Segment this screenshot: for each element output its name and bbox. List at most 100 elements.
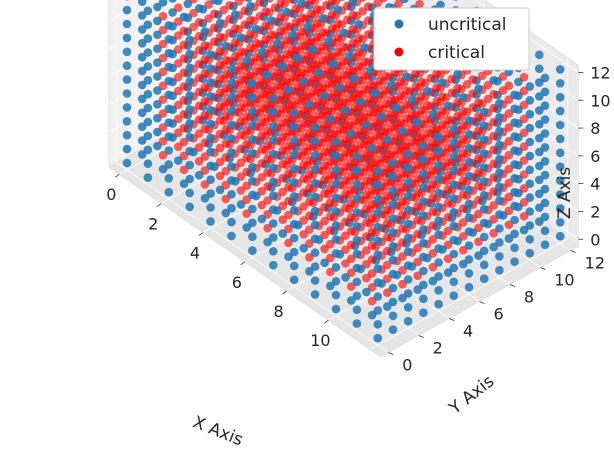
point-uncritical: [464, 282, 474, 292]
z-tick-label: 12: [590, 63, 610, 82]
point-uncritical: [413, 285, 423, 294]
point-critical: [489, 159, 499, 168]
point-critical: [326, 198, 335, 207]
point-critical: [210, 37, 219, 46]
point-critical: [324, 50, 333, 60]
point-uncritical: [320, 91, 329, 101]
point-uncritical: [464, 185, 474, 195]
point-critical: [320, 133, 329, 142]
point-critical: [299, 202, 309, 211]
point-uncritical: [251, 24, 261, 34]
point-critical: [329, 87, 339, 97]
point-critical: [263, 168, 272, 177]
point-uncritical: [419, 238, 428, 248]
point-critical: [322, 0, 331, 10]
point-uncritical: [464, 227, 474, 236]
gridline: [328, 209, 527, 321]
point-uncritical: [137, 80, 147, 90]
point-critical: [413, 201, 423, 211]
point-critical: [375, 76, 385, 85]
point-critical: [329, 101, 339, 111]
point-uncritical: [310, 137, 320, 146]
point-uncritical: [419, 155, 428, 165]
point-critical: [443, 115, 453, 124]
point-critical: [299, 174, 309, 183]
point-uncritical: [248, 107, 257, 116]
point-critical: [257, 159, 267, 168]
point-critical: [443, 129, 453, 138]
point-critical: [326, 142, 335, 152]
point-uncritical: [510, 132, 519, 141]
point-uncritical: [540, 87, 550, 97]
point-critical: [284, 155, 293, 164]
point-uncritical: [289, 275, 299, 285]
point-critical: [468, 103, 478, 112]
point-uncritical: [555, 106, 565, 116]
point-critical: [346, 254, 356, 264]
point-critical: [194, 157, 204, 166]
point-critical: [489, 187, 499, 196]
point-critical: [299, 160, 309, 170]
point-uncritical: [510, 174, 519, 183]
point-critical: [221, 97, 231, 106]
point-critical: [225, 28, 234, 38]
point-critical: [320, 105, 329, 115]
point-critical: [278, 187, 288, 197]
point-uncritical: [540, 184, 550, 194]
point-critical: [504, 95, 514, 104]
point-critical: [204, 0, 213, 9]
point-uncritical: [194, 4, 204, 13]
point-uncritical: [185, 146, 194, 156]
point-critical: [263, 210, 272, 219]
point-uncritical: [174, 156, 183, 165]
point-critical: [215, 143, 225, 153]
point-critical: [413, 146, 423, 155]
point-critical: [504, 109, 514, 118]
point-uncritical: [495, 265, 504, 275]
point-critical: [257, 117, 267, 126]
legend-box: [373, 7, 530, 71]
point-critical: [398, 210, 407, 219]
point-critical: [504, 123, 514, 132]
point-uncritical: [398, 127, 407, 136]
point-uncritical: [479, 107, 489, 117]
point-critical: [443, 184, 453, 194]
point-critical: [519, 114, 529, 124]
point-uncritical: [158, 164, 168, 174]
point-critical: [314, 82, 324, 92]
point-critical: [215, 157, 225, 167]
point-critical: [204, 14, 213, 23]
point-critical: [299, 216, 309, 225]
point-critical: [299, 188, 309, 197]
point-critical: [432, 83, 442, 92]
point-critical: [345, 79, 354, 88]
point-uncritical: [248, 232, 257, 241]
point-critical: [324, 78, 333, 88]
point-uncritical: [352, 152, 362, 162]
point-critical: [504, 220, 514, 229]
point-uncritical: [164, 174, 174, 183]
point-uncritical: [449, 194, 459, 203]
point-uncritical: [194, 170, 204, 180]
point-uncritical: [434, 202, 443, 212]
point-critical: [398, 182, 407, 192]
point-critical: [341, 203, 350, 213]
point-critical: [200, 96, 210, 106]
point-critical: [158, 81, 168, 90]
point-uncritical: [555, 176, 565, 185]
point-uncritical: [153, 100, 162, 109]
point-uncritical: [137, 52, 147, 62]
point-uncritical: [248, 79, 257, 89]
point-uncritical: [459, 93, 468, 102]
point-uncritical: [555, 190, 565, 199]
point-critical: [341, 231, 350, 240]
point-critical: [215, 102, 225, 111]
point-critical: [326, 212, 335, 221]
point-uncritical: [122, 144, 132, 154]
point-uncritical: [263, 71, 272, 80]
y-tick-label: 10: [554, 270, 574, 289]
point-uncritical: [185, 174, 194, 184]
point-critical: [236, 88, 246, 98]
point-uncritical: [449, 263, 459, 273]
point-critical: [246, 43, 255, 52]
